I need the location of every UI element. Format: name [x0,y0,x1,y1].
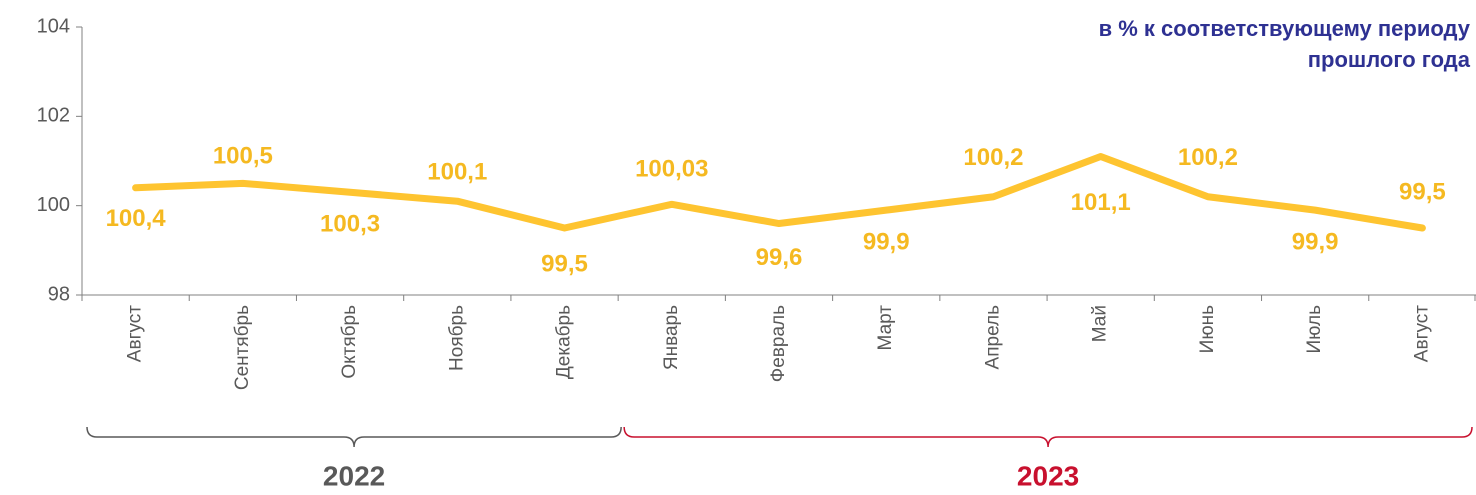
y-tick-label: 100 [37,194,70,216]
data-label: 100,5 [213,143,273,170]
group-label: 2022 [323,460,385,491]
data-label: 100,4 [106,205,167,232]
data-label: 100,2 [1178,144,1238,171]
x-tick-label: Август [1411,305,1432,362]
data-label: 101,1 [1071,189,1131,216]
y-tick-label: 104 [37,15,70,37]
group-label: 2023 [1017,460,1079,491]
data-label: 100,3 [320,211,380,238]
group-brace [86,426,622,448]
data-label: 100,2 [963,144,1023,171]
data-label: 100,1 [427,159,487,186]
annotation: в % к соответствующему периоду [1099,16,1471,41]
x-tick-label: Сентябрь [232,305,253,390]
x-tick-label: Ноябрь [446,305,467,371]
data-label: 99,5 [541,250,588,277]
data-label: 100,03 [635,156,708,183]
data-label: 99,9 [863,228,910,255]
x-tick-label: Июль [1304,305,1325,354]
x-tick-label: Октябрь [339,305,360,379]
x-tick-label: Май [1090,305,1111,342]
data-label: 99,6 [756,244,803,271]
x-tick-label: Февраль [768,305,789,382]
x-tick-label: Июнь [1197,305,1218,353]
annotation: прошлого года [1308,47,1471,72]
line [132,153,1426,232]
x-tick-label: Декабрь [554,305,575,379]
group-brace [623,426,1473,448]
data-label: 99,5 [1399,178,1446,205]
y-tick-label: 98 [48,283,70,305]
y-tick-label: 102 [37,105,70,127]
x-tick-label: Август [125,305,146,362]
x-tick-label: Март [875,305,896,351]
x-tick-label: Январь [661,305,682,370]
x-tick-label: Апрель [982,305,1003,370]
data-label: 99,9 [1292,228,1339,255]
